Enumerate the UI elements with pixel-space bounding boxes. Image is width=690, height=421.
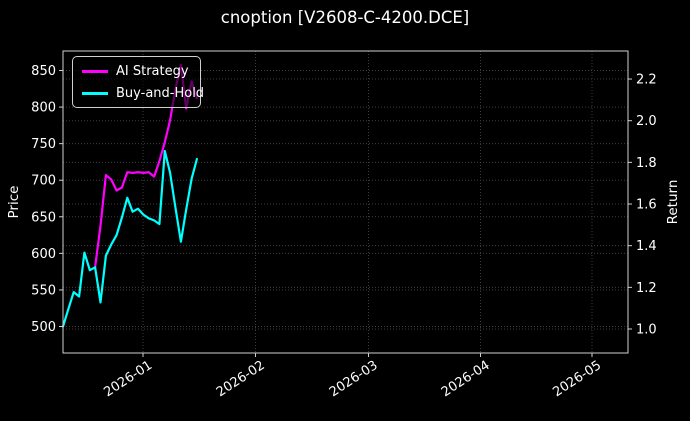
return-tick-label: 2.0 [636, 114, 657, 129]
ai-strategy-line-swatch [82, 69, 108, 73]
legend: AI Strategy Buy-and-Hold [72, 56, 204, 108]
x-tick-label: 2026-01 [101, 358, 155, 400]
price-tick-label: 700 [31, 174, 56, 189]
return-tick-label: 1.2 [636, 281, 657, 296]
return-tick-label: 1.8 [636, 156, 657, 171]
plot-border [62, 50, 629, 354]
x-tick-label: 2026-02 [214, 358, 268, 400]
price-tick-label: 850 [31, 64, 56, 79]
chart-title: cnoption [V2608-C-4200.DCE] [220, 8, 470, 27]
return-tick-label: 2.2 [636, 73, 657, 88]
legend-item-ai-strategy: AI Strategy [82, 62, 191, 80]
buy-and-hold-line-swatch [82, 91, 108, 95]
price-tick-label: 550 [31, 283, 56, 298]
price-tick-label: 750 [31, 137, 56, 152]
series-line-buy-and-hold [61, 149, 198, 328]
x-tick-label: 2026-03 [327, 358, 381, 400]
return-tick-label: 1.6 [636, 198, 657, 213]
x-tick-label: 2026-04 [439, 358, 493, 400]
price-tick-label: 800 [31, 101, 56, 116]
legend-label: AI Strategy [116, 63, 189, 79]
price-tick-label: 650 [31, 210, 56, 225]
legend-item-buy-and-hold: Buy-and-Hold [82, 84, 204, 102]
return-tick-label: 1.0 [636, 323, 657, 338]
x-tick-label: 2026-05 [550, 358, 604, 400]
legend-label: Buy-and-Hold [116, 85, 205, 101]
price-tick-label: 500 [31, 320, 56, 335]
price-tick-label: 600 [31, 247, 56, 262]
return-tick-label: 1.4 [636, 239, 657, 254]
